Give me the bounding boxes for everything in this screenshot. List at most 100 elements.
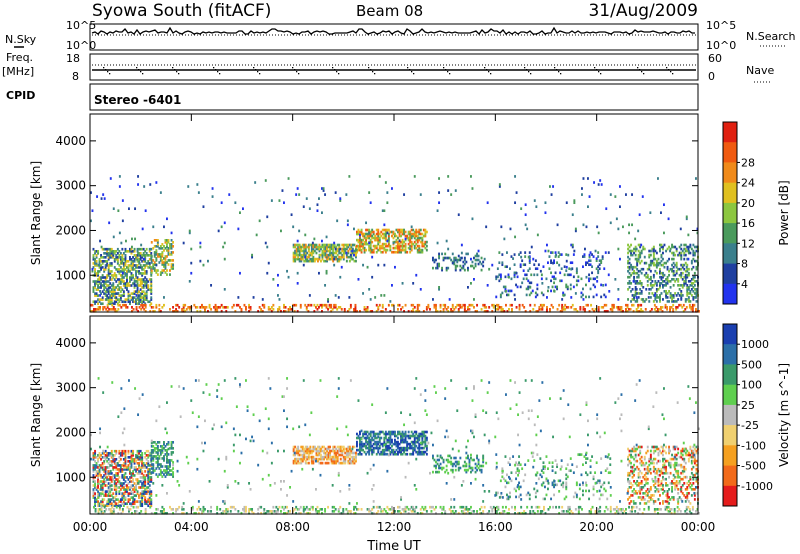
range-gate-cell: [668, 273, 671, 277]
range-gate-cell: [202, 205, 205, 209]
range-gate-cell: [110, 302, 113, 306]
range-gate-cell: [237, 227, 240, 231]
range-gate-cell: [172, 441, 175, 444]
range-gate-cell: [541, 306, 544, 309]
range-gate-cell: [634, 482, 637, 485]
range-gate-cell: [660, 211, 662, 215]
range-gate-cell: [404, 248, 407, 252]
range-gate-cell: [668, 245, 671, 249]
range-gate-cell: [632, 303, 635, 307]
range-gate-cell: [119, 256, 122, 259]
range-gate-cell: [630, 453, 633, 457]
range-gate-cell: [130, 456, 133, 459]
range-gate-cell: [126, 298, 128, 301]
range-gate-cell: [304, 459, 307, 463]
range-gate-cell: [220, 303, 223, 307]
range-gate-cell: [401, 248, 404, 252]
range-gate-cell: [172, 259, 175, 262]
range-gate-cell: [297, 247, 300, 251]
range-gate-cell: [144, 250, 147, 253]
range-gate-cell: [454, 189, 457, 192]
range-gate-cell: [170, 263, 173, 266]
range-gate-cell: [380, 234, 383, 238]
range-gate-cell: [111, 303, 114, 307]
range-gate-cell: [649, 449, 652, 453]
range-gate-cell: [627, 477, 630, 481]
range-gate-cell: [357, 452, 360, 456]
range-gate-cell: [110, 460, 113, 463]
range-gate-cell: [141, 274, 144, 277]
range-gate-cell: [124, 449, 127, 453]
range-gate-cell: [655, 259, 658, 263]
range-gate-cell: [649, 282, 652, 285]
range-gate-cell: [401, 430, 404, 434]
range-gate-cell: [94, 449, 97, 453]
range-gate-cell: [133, 254, 136, 257]
range-gate-cell: [124, 272, 127, 275]
range-gate-cell: [553, 275, 556, 279]
range-gate-cell: [501, 467, 504, 471]
range-gate-cell: [147, 288, 150, 291]
range-gate-cell: [691, 306, 694, 309]
range-gate-cell: [384, 436, 387, 440]
range-gate-cell: [321, 461, 324, 465]
range-gate-cell: [98, 452, 101, 455]
range-gate-cell: [167, 253, 170, 256]
range-gate-cell: [360, 232, 363, 236]
range-gate-cell: [637, 471, 640, 475]
nave-dip-dot: [600, 73, 602, 75]
range-gate-cell: [362, 444, 365, 448]
range-gate-cell: [97, 494, 100, 497]
range-gate-cell: [330, 306, 333, 309]
range-gate-cell: [562, 483, 565, 487]
range-gate-cell: [124, 492, 127, 495]
range-gate-cell: [439, 310, 442, 313]
range-gate-cell: [348, 296, 351, 299]
range-gate-cell: [421, 248, 424, 252]
range-gate-cell: [348, 459, 351, 463]
range-gate-cell: [107, 458, 110, 461]
range-gate-cell: [323, 251, 326, 255]
range-gate-cell: [132, 300, 135, 304]
range-gate-cell: [348, 451, 351, 455]
range-gate-cell: [463, 306, 466, 309]
range-gate-cell: [672, 251, 675, 255]
range-gate-cell: [422, 310, 425, 313]
range-gate-cell: [342, 245, 345, 249]
range-gate-cell: [145, 264, 148, 267]
range-gate-cell: [377, 236, 380, 240]
range-gate-cell: [416, 248, 419, 252]
range-gate-cell: [138, 466, 141, 469]
range-gate-cell: [381, 232, 384, 236]
range-gate-cell: [541, 303, 544, 307]
range-gate-cell: [419, 288, 422, 291]
range-gate-cell: [505, 303, 507, 307]
range-gate-cell: [383, 246, 386, 250]
range-gate-cell: [310, 459, 313, 463]
range-gate-cell: [338, 245, 341, 249]
range-gate-cell: [169, 465, 171, 468]
range-gate-cell: [418, 450, 421, 454]
range-gate-cell: [515, 306, 518, 309]
range-gate-cell: [387, 238, 390, 242]
range-gate-cell: [135, 456, 138, 459]
noise-right-label: N.Search: [746, 30, 796, 43]
range-gate-cell: [424, 434, 427, 438]
range-gate-cell: [672, 265, 675, 269]
nave-dip-dot: [411, 71, 413, 73]
range-gate-cell: [394, 246, 396, 250]
range-gate-cell: [137, 175, 140, 178]
range-gate-cell: [144, 270, 147, 273]
range-gate-cell: [601, 493, 604, 497]
range-gate-cell: [330, 449, 333, 453]
range-gate-cell: [145, 490, 148, 493]
range-gate-cell: [425, 244, 428, 248]
range-gate-cell: [362, 434, 365, 438]
range-gate-cell: [413, 230, 416, 234]
range-gate-cell: [453, 462, 456, 466]
range-gate-cell: [152, 467, 155, 470]
range-gate-cell: [636, 271, 639, 275]
range-gate-cell: [643, 502, 646, 505]
range-gate-cell: [321, 449, 324, 453]
range-gate-cell: [387, 228, 390, 232]
